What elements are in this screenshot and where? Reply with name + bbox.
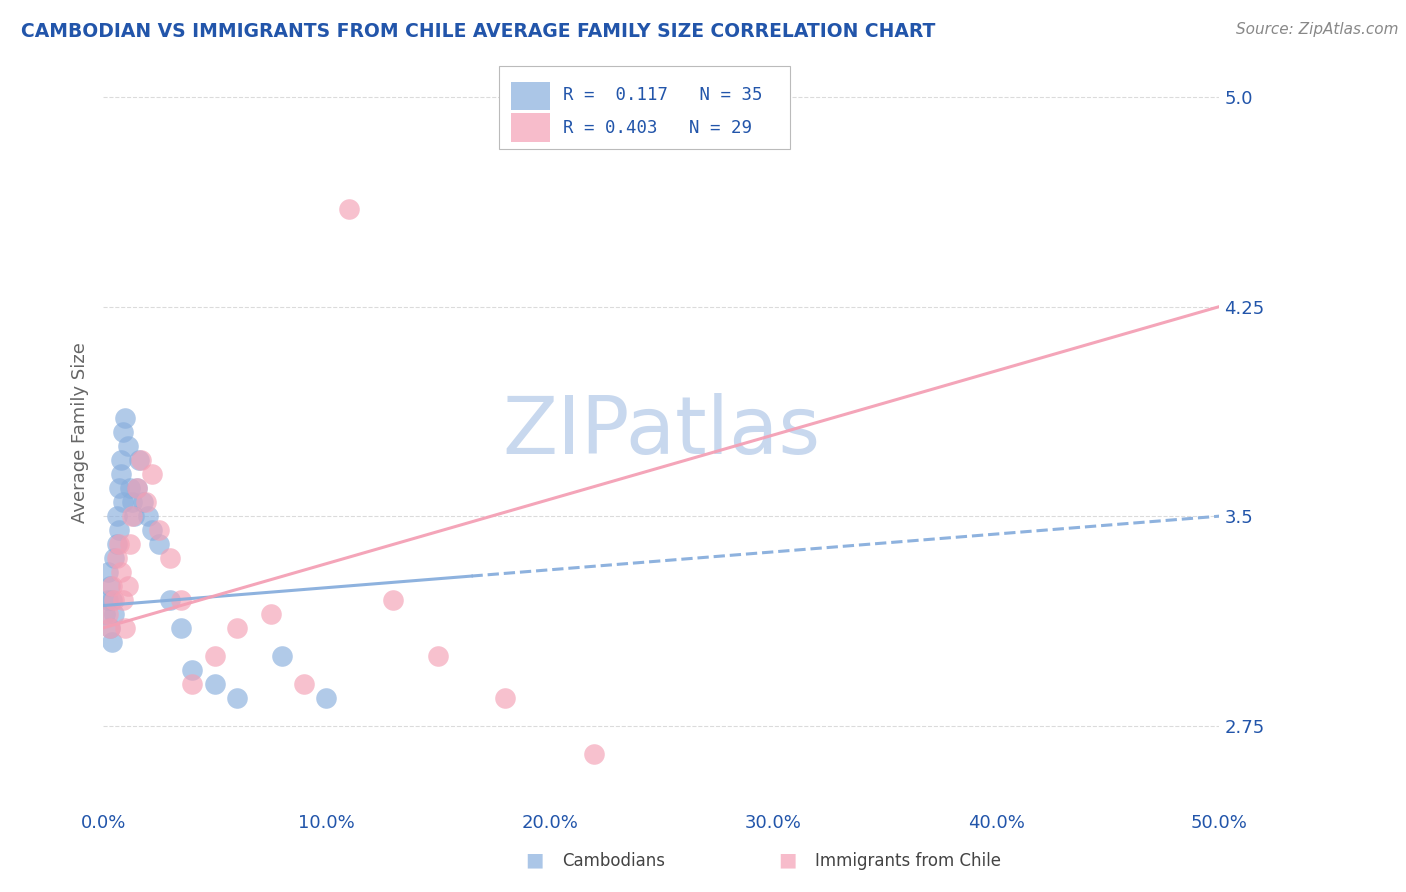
Point: [101, 635, 124, 649]
Text: R =  0.117   N = 35: R = 0.117 N = 35: [562, 87, 762, 104]
Point: [292, 677, 315, 691]
Point: [259, 607, 281, 621]
Point: [107, 523, 129, 537]
Point: [270, 648, 292, 663]
Point: [103, 607, 125, 621]
Point: [98, 621, 121, 635]
Point: [226, 690, 249, 705]
Point: [107, 537, 129, 551]
Point: [125, 481, 148, 495]
Point: [148, 537, 170, 551]
Point: [112, 495, 135, 509]
Point: [129, 453, 152, 467]
Point: [132, 495, 155, 509]
Point: [170, 621, 193, 635]
Point: [121, 509, 143, 524]
Point: [97, 607, 120, 621]
Point: [97, 565, 120, 579]
Point: [103, 551, 125, 566]
Point: [121, 495, 143, 509]
Point: [141, 467, 163, 482]
Point: [136, 509, 159, 524]
Point: [141, 523, 163, 537]
Point: [107, 481, 129, 495]
Point: [204, 677, 226, 691]
Point: [583, 747, 606, 761]
Point: [105, 537, 128, 551]
Point: [103, 593, 125, 607]
Point: [117, 579, 139, 593]
Point: [98, 621, 121, 635]
Point: [110, 453, 132, 467]
Point: [159, 551, 181, 566]
Point: [170, 593, 193, 607]
Point: [148, 523, 170, 537]
Point: [101, 579, 124, 593]
Point: [128, 453, 150, 467]
Point: [125, 481, 148, 495]
Point: [382, 593, 405, 607]
Text: Cambodians: Cambodians: [562, 852, 665, 870]
Point: [181, 677, 204, 691]
Point: [114, 621, 136, 635]
Text: R = 0.403   N = 29: R = 0.403 N = 29: [562, 119, 752, 136]
Text: ■: ■: [524, 851, 544, 870]
Point: [494, 690, 516, 705]
Point: [226, 621, 249, 635]
Point: [114, 411, 136, 425]
Point: [105, 551, 128, 566]
Text: ZIPatlas: ZIPatlas: [502, 393, 820, 471]
Point: [101, 593, 124, 607]
Point: [118, 537, 141, 551]
FancyBboxPatch shape: [499, 67, 790, 150]
FancyBboxPatch shape: [510, 113, 550, 142]
Point: [112, 593, 135, 607]
Point: [159, 593, 181, 607]
Point: [118, 481, 141, 495]
Text: ■: ■: [778, 851, 797, 870]
Point: [117, 439, 139, 453]
Point: [337, 202, 360, 216]
Text: Immigrants from Chile: Immigrants from Chile: [815, 852, 1001, 870]
Point: [181, 663, 204, 677]
Point: [112, 425, 135, 440]
Point: [97, 593, 120, 607]
Point: [315, 690, 337, 705]
Point: [204, 648, 226, 663]
Point: [105, 509, 128, 524]
Point: [110, 467, 132, 482]
Y-axis label: Average Family Size: Average Family Size: [72, 342, 89, 523]
Point: [135, 495, 157, 509]
Point: [124, 509, 146, 524]
Point: [98, 579, 121, 593]
FancyBboxPatch shape: [510, 81, 550, 111]
Point: [110, 565, 132, 579]
Text: Source: ZipAtlas.com: Source: ZipAtlas.com: [1236, 22, 1399, 37]
Point: [427, 648, 450, 663]
Text: CAMBODIAN VS IMMIGRANTS FROM CHILE AVERAGE FAMILY SIZE CORRELATION CHART: CAMBODIAN VS IMMIGRANTS FROM CHILE AVERA…: [21, 22, 935, 41]
Point: [94, 607, 117, 621]
